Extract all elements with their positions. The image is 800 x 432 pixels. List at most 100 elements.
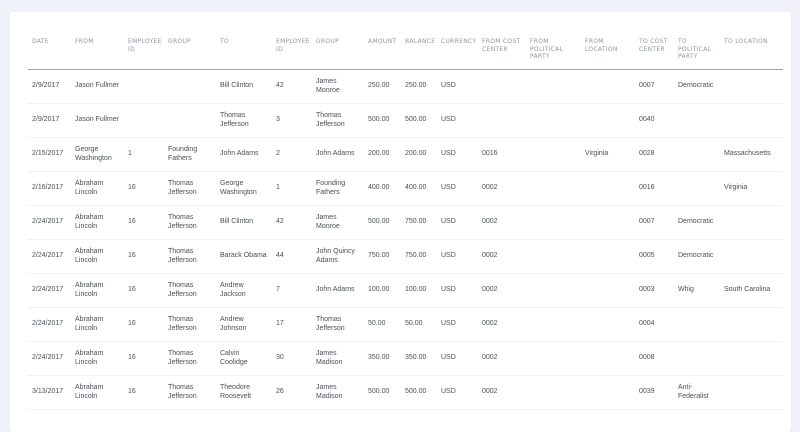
cell-date: 2/9/2017: [28, 103, 71, 138]
cell-from-cost-center: 0002: [478, 341, 526, 376]
table-row[interactable]: 2/9/2017 Jason Fullmer Bill Clinton 42 James…: [28, 69, 783, 104]
cell-to-political-party: Democratic: [674, 69, 720, 104]
cell-to-location: South Carolina: [720, 273, 783, 308]
cell-to-location: [720, 205, 783, 240]
cell-from: Abraham Lincoln: [71, 375, 124, 410]
cell-to-employee-id: 17: [272, 307, 312, 342]
cell-from-political-party: [526, 375, 581, 410]
cell-from: Abraham Lincoln: [71, 273, 124, 308]
table-row[interactable]: 2/16/2017 Abraham Lincoln 16 Thomas Jeffers…: [28, 171, 783, 206]
cell-from-employee-id: [124, 103, 164, 138]
cell-balance: 200.00: [401, 137, 437, 172]
cell-from-employee-id: [124, 69, 164, 104]
cell-currency: USD: [437, 137, 478, 172]
cell-from: Abraham Lincoln: [71, 205, 124, 240]
cell-from: Abraham Lincoln: [71, 239, 124, 274]
header-to-cost-center[interactable]: To Cost Center: [635, 36, 674, 70]
cell-currency: USD: [437, 375, 478, 410]
cell-to-employee-id: 42: [272, 69, 312, 104]
cell-balance: 50.00: [401, 307, 437, 342]
cell-from-location: [581, 307, 635, 342]
cell-to-cost-center: 0008: [635, 341, 674, 376]
cell-from-employee-id: 16: [124, 341, 164, 376]
header-from-location[interactable]: From Location: [581, 36, 635, 70]
cell-currency: USD: [437, 171, 478, 206]
cell-from-cost-center: [478, 103, 526, 138]
cell-balance: 250.00: [401, 69, 437, 104]
cell-to-group: James Monroe: [312, 205, 364, 240]
cell-balance: 500.00: [401, 103, 437, 138]
table-row[interactable]: 2/9/2017 Jason Fullmer Thomas Jefferson 3 Th…: [28, 103, 783, 138]
cell-to-political-party: Anti-Federalist: [674, 375, 720, 410]
cell-amount: 500.00: [364, 103, 401, 138]
cell-to-location: Virginia: [720, 171, 783, 206]
header-from-employee-id[interactable]: Employee ID: [124, 36, 164, 70]
table-row[interactable]: 2/24/2017 Abraham Lincoln 16 Thomas Jeffers…: [28, 307, 783, 342]
cell-from-group: Thomas Jefferson: [164, 205, 216, 240]
header-to-employee-id[interactable]: Employee ID: [272, 36, 312, 70]
table-header-row: Date From Employee ID Group To Employee …: [28, 36, 783, 70]
cell-from-location: [581, 205, 635, 240]
cell-from-group: Thomas Jefferson: [164, 239, 216, 274]
cell-amount: 100.00: [364, 273, 401, 308]
cell-to: Calvin Coolidge: [216, 341, 272, 376]
header-amount[interactable]: Amount: [364, 36, 401, 70]
header-to-group[interactable]: Group: [312, 36, 364, 70]
header-date[interactable]: Date: [28, 36, 71, 70]
header-currency[interactable]: Currency: [437, 36, 478, 70]
header-to-location[interactable]: To Location: [720, 36, 783, 70]
cell-to-cost-center: 0007: [635, 205, 674, 240]
cell-to-location: [720, 307, 783, 342]
table-row[interactable]: 2/24/2017 Abraham Lincoln 16 Thomas Jeffers…: [28, 205, 783, 240]
cell-to-group: Thomas Jefferson: [312, 103, 364, 138]
cell-to: Barack Obama: [216, 239, 272, 274]
cell-currency: USD: [437, 239, 478, 274]
cell-to-employee-id: 44: [272, 239, 312, 274]
cell-from-cost-center: 0002: [478, 375, 526, 410]
cell-currency: USD: [437, 69, 478, 104]
table-row[interactable]: 2/15/2017 George Washington 1 Founding Fath…: [28, 137, 783, 172]
cell-from-location: [581, 239, 635, 274]
table-row[interactable]: 3/13/2017 Abraham Lincoln 16 Thomas Jeffers…: [28, 375, 783, 410]
cell-currency: USD: [437, 103, 478, 138]
cell-amount: 250.00: [364, 69, 401, 104]
cell-to-cost-center: 0005: [635, 239, 674, 274]
cell-to-political-party: Whig: [674, 273, 720, 308]
cell-from: Abraham Lincoln: [71, 341, 124, 376]
header-from-political-party[interactable]: From Political Party: [526, 36, 581, 70]
cell-to-employee-id: 7: [272, 273, 312, 308]
cell-from-political-party: [526, 205, 581, 240]
header-to-political-party[interactable]: To Political Party: [674, 36, 720, 70]
cell-to-political-party: Democratic: [674, 239, 720, 274]
cell-from-employee-id: 16: [124, 273, 164, 308]
cell-from-location: Virginia: [581, 137, 635, 172]
cell-date: 2/24/2017: [28, 273, 71, 308]
header-to[interactable]: To: [216, 36, 272, 70]
cell-to: Andrew Jackson: [216, 273, 272, 308]
cell-amount: 500.00: [364, 375, 401, 410]
cell-amount: 750.00: [364, 239, 401, 274]
cell-date: 2/16/2017: [28, 171, 71, 206]
cell-from-cost-center: 0002: [478, 171, 526, 206]
cell-from-employee-id: 16: [124, 205, 164, 240]
cell-date: 2/9/2017: [28, 69, 71, 104]
table-row[interactable]: 2/24/2017 Abraham Lincoln 16 Thomas Jeffers…: [28, 273, 783, 308]
cell-to-cost-center: 0007: [635, 69, 674, 104]
header-from-group[interactable]: Group: [164, 36, 216, 70]
cell-from-political-party: [526, 273, 581, 308]
cell-to-group: James Monroe: [312, 69, 364, 104]
cell-from-political-party: [526, 103, 581, 138]
cell-amount: 200.00: [364, 137, 401, 172]
table-row[interactable]: 2/24/2017 Abraham Lincoln 16 Thomas Jeffers…: [28, 341, 783, 376]
cell-from-group: [164, 69, 216, 104]
header-from[interactable]: From: [71, 36, 124, 70]
table-row[interactable]: 2/24/2017 Abraham Lincoln 16 Thomas Jeffers…: [28, 239, 783, 274]
header-balance[interactable]: Balance: [401, 36, 437, 70]
cell-from-location: [581, 103, 635, 138]
header-from-cost-center[interactable]: From Cost Center: [478, 36, 526, 70]
cell-to-group: James Madison: [312, 375, 364, 410]
cell-from-group: [164, 103, 216, 138]
cell-amount: 400.00: [364, 171, 401, 206]
cell-from-location: [581, 273, 635, 308]
cell-from-political-party: [526, 341, 581, 376]
